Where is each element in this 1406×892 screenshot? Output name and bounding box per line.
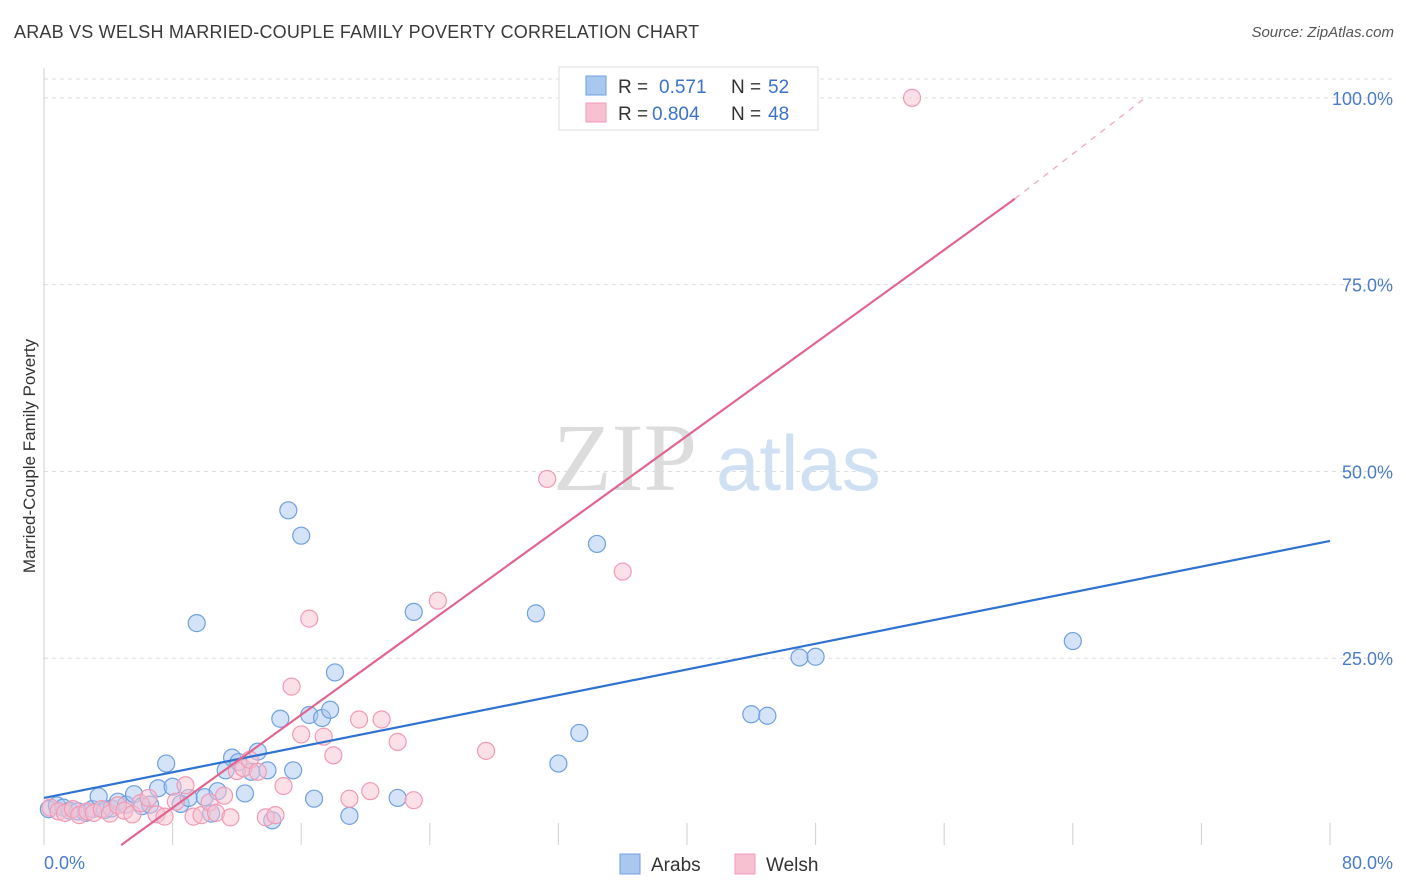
arabs-point-35 [292, 526, 311, 545]
welsh-point-22 [214, 786, 234, 805]
y-tick-label-1: 50.0% [1342, 462, 1393, 482]
welsh-point-31 [282, 677, 301, 696]
watermark-zip: ZIP [553, 404, 697, 511]
chart-title: ARAB VS WELSH MARRIED-COUPLE FAMILY POVE… [14, 22, 700, 42]
welsh-point-15 [155, 807, 174, 826]
welsh-point-29 [266, 806, 285, 825]
arabs-point-51 [806, 647, 825, 666]
welsh-point-13 [139, 788, 158, 808]
arabs-trend-line [43, 539, 1331, 800]
welsh-point-16 [166, 792, 185, 811]
y-tick-label-2: 75.0% [1342, 276, 1393, 296]
legend-n-value-arabs: 52 [768, 77, 789, 98]
arabs-point-37 [304, 789, 324, 808]
x-tick-labels: 0.0% 80.0% [44, 853, 1393, 873]
welsh-point-42 [428, 591, 447, 610]
x-tick-label-min: 0.0% [44, 853, 85, 873]
y-tick-labels: 25.0% 50.0% 75.0% 100.0% [1332, 89, 1393, 669]
data-points [39, 88, 1082, 830]
arabs-point-32 [271, 709, 290, 728]
welsh-point-23 [221, 808, 240, 827]
arabs-point-49 [758, 706, 777, 725]
series-swatch-welsh [734, 853, 756, 875]
legend-r-label-welsh: R = [618, 104, 648, 125]
welsh-point-27 [248, 762, 267, 781]
watermark: ZIP atlas [553, 404, 881, 511]
arabs-point-34 [284, 761, 303, 780]
welsh-point-37 [349, 710, 369, 729]
arabs-point-46 [570, 723, 589, 743]
arabs-point-16 [157, 754, 176, 773]
welsh-point-44 [538, 469, 557, 489]
welsh-point-40 [388, 732, 407, 751]
welsh-point-38 [361, 782, 380, 801]
legend-n-label-welsh: N = [731, 104, 761, 125]
x-tick-label-max: 80.0% [1342, 853, 1393, 873]
welsh-point-41 [404, 791, 423, 810]
welsh-trend-extension [1014, 97, 1146, 200]
welsh-point-17 [176, 776, 195, 795]
welsh-point-32 [292, 725, 311, 744]
y-tick-label-3: 100.0% [1332, 89, 1393, 109]
welsh-trend-line [120, 197, 1016, 846]
legend-n-value-welsh: 48 [768, 104, 789, 125]
arabs-point-20 [187, 614, 206, 633]
y-axis-label: Married-Couple Family Poverty [20, 338, 39, 573]
arabs-point-44 [526, 604, 545, 623]
arabs-point-42 [388, 788, 407, 808]
series-swatch-arabs [619, 853, 641, 875]
legend-n-label-arabs: N = [731, 77, 761, 98]
watermark-atlas: atlas [716, 419, 881, 507]
arabs-point-41 [340, 806, 359, 825]
series-label-arabs: Arabs [651, 855, 701, 876]
series-label-welsh: Welsh [766, 855, 818, 876]
arabs-point-27 [235, 784, 255, 803]
welsh-point-39 [372, 710, 391, 729]
arabs-point-43 [404, 602, 423, 622]
legend-swatch-arabs [585, 75, 607, 96]
source-note: Source: ZipAtlas.com [1251, 24, 1394, 41]
welsh-point-47 [902, 88, 922, 107]
welsh-point-36 [340, 789, 359, 808]
correlation-legend: R = 0.571 N = 52 R = 0.804 N = 48 [558, 66, 819, 131]
trend-lines [43, 97, 1331, 846]
welsh-point-30 [274, 776, 293, 796]
arabs-point-52 [1063, 631, 1082, 651]
arabs-point-48 [742, 705, 761, 724]
legend-r-value-welsh: 0.804 [652, 104, 700, 125]
series-legend: Arabs Welsh [619, 853, 818, 876]
arabs-point-33 [279, 501, 298, 520]
arabs-point-47 [587, 534, 607, 554]
welsh-point-33 [300, 609, 319, 628]
legend-r-value-arabs: 0.571 [659, 77, 707, 98]
legend-r-label-arabs: R = [618, 77, 648, 98]
arabs-point-45 [549, 754, 568, 773]
welsh-point-35 [324, 746, 343, 765]
arabs-point-50 [790, 648, 809, 667]
y-tick-label-0: 25.0% [1342, 649, 1393, 669]
arabs-point-40 [325, 663, 345, 682]
welsh-point-43 [476, 741, 496, 760]
welsh-point-46 [613, 562, 632, 581]
arabs-point-39 [321, 700, 340, 719]
legend-swatch-welsh [585, 102, 607, 123]
